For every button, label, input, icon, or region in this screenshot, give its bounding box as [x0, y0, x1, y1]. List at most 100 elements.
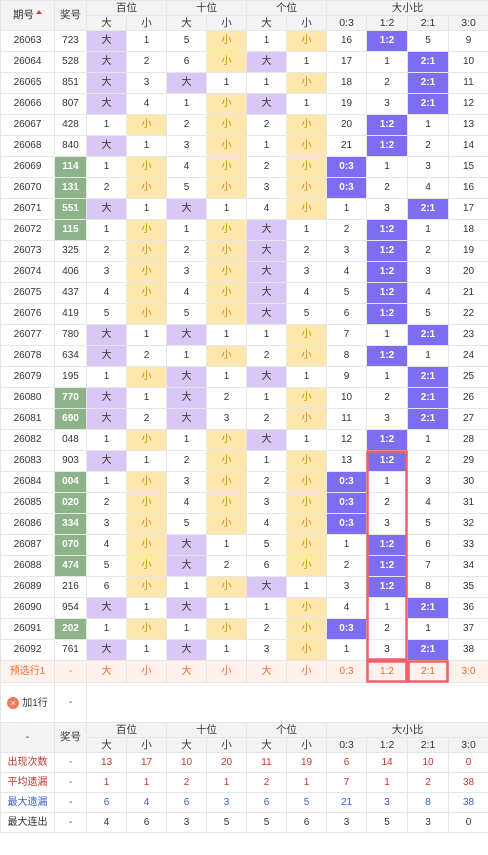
small-cell: 2 [126, 51, 167, 73]
table-row: 26085 020 2 小 4 小 3 小 0:3 2 4 31 [0, 492, 488, 514]
preselect-cell[interactable]: 小 [286, 660, 327, 683]
table-row: 26084 004 1 小 3 小 2 小 0:3 1 3 30 [0, 471, 488, 493]
issue-cell: 26073 [0, 240, 55, 262]
big-cell: 1 [166, 576, 207, 598]
sub-header-small: 小 [286, 15, 327, 31]
preselect-label: 预选行1 [0, 660, 55, 683]
stats-value: 1 [86, 772, 127, 793]
stats-hundreds-header: 百位 [86, 722, 167, 738]
big-cell: 2 [166, 450, 207, 472]
small-cell: 1 [126, 639, 167, 661]
stats-label: 出现次数 [0, 752, 55, 773]
issue-cell: 26070 [0, 177, 55, 199]
ratio-cell: 6 [326, 303, 367, 325]
table-row: 26081 690 大 2 大 3 2 小 11 3 2:1 27 [0, 408, 488, 430]
ratio-cell: 2:1 [407, 639, 449, 661]
small-cell: 小 [286, 471, 327, 493]
big-cell: 1 [166, 93, 207, 115]
ones-header: 个位 [246, 0, 327, 16]
big-cell: 5 [166, 303, 207, 325]
table-row: 26091 202 1 小 1 小 2 小 0:3 2 1 37 [0, 618, 488, 640]
big-cell: 4 [166, 282, 207, 304]
big-cell: 3 [86, 261, 127, 283]
big-cell: 2 [246, 345, 287, 367]
ratio-cell: 2 [366, 72, 408, 94]
big-cell: 大 [86, 93, 127, 115]
small-cell: 小 [206, 114, 247, 136]
big-cell: 4 [86, 534, 127, 556]
small-cell: 1 [206, 366, 247, 388]
ratio-cell: 9 [448, 30, 488, 52]
stats-ones-header: 个位 [246, 722, 327, 738]
preselect-cell[interactable]: 1:2 [366, 660, 408, 683]
prize-cell: 020 [54, 492, 87, 514]
add-row: × 加1行 - [0, 682, 488, 723]
plus-circle-icon[interactable]: × [7, 696, 20, 709]
preselect-cell[interactable]: 大 [86, 660, 127, 683]
big-cell: 大 [86, 198, 127, 220]
stats-value: 10 [407, 752, 449, 773]
big-cell: 1 [86, 618, 127, 640]
sort-up-icon[interactable] [36, 10, 42, 15]
ratio-cell: 1 [407, 345, 449, 367]
table-row: 26092 761 大 1 大 1 3 小 1 3 2:1 38 [0, 639, 488, 661]
stats-sub-ratio: 2:1 [407, 737, 449, 753]
table-row: 26076 419 5 小 5 小大 5 6 1:2 5 22 [0, 303, 488, 325]
preselect-row[interactable]: 预选行1 - 大 小 大 小 大 小 0:3 1:2 2:1 3:0 [0, 660, 488, 683]
big-cell: 大 [246, 303, 287, 325]
ratio-cell: 1:2 [366, 576, 408, 598]
ratio-header: 大小比 [326, 0, 488, 16]
issue-cell: 26082 [0, 429, 55, 451]
stats-value: 13 [86, 752, 127, 773]
preselect-cell[interactable]: 大 [246, 660, 287, 683]
big-cell: 大 [86, 408, 127, 430]
issue-cell: 26087 [0, 534, 55, 556]
big-cell: 6 [86, 576, 127, 598]
big-cell: 1 [166, 429, 207, 451]
small-cell: 小 [286, 177, 327, 199]
ratio-cell: 17 [326, 51, 367, 73]
small-cell: 小 [206, 177, 247, 199]
big-cell: 大 [246, 51, 287, 73]
preselect-dash: - [54, 660, 87, 683]
small-cell: 小 [206, 261, 247, 283]
prize-cell: 195 [54, 366, 87, 388]
stats-value: 2 [166, 772, 207, 793]
ratio-cell: 2:1 [407, 51, 449, 73]
issue-header[interactable]: 期号 [0, 0, 55, 31]
stats-value: 1 [286, 772, 327, 793]
small-cell: 5 [286, 303, 327, 325]
preselect-cell[interactable]: 小 [126, 660, 167, 683]
add-row-button[interactable]: × 加1行 [0, 682, 55, 723]
table-row: 26071 551 大 1 大 1 4 小 1 3 2:1 17 [0, 198, 488, 220]
small-cell: 小 [286, 450, 327, 472]
big-cell: 大 [86, 639, 127, 661]
ratio-cell: 2 [366, 177, 408, 199]
ratio-cell: 2 [326, 555, 367, 577]
prize-cell: 048 [54, 429, 87, 451]
small-cell: 小 [286, 72, 327, 94]
stats-value: 7 [326, 772, 367, 793]
preselect-cell[interactable]: 小 [206, 660, 247, 683]
preselect-cell[interactable]: 0:3 [326, 660, 367, 683]
table-row: 26065 851 大 3 大 1 1 小 18 2 2:1 11 [0, 72, 488, 94]
stats-sub-big: 大 [86, 737, 127, 753]
ratio-cell: 1 [407, 618, 449, 640]
stats-value: 3 [166, 812, 207, 833]
ratio-cell: 1 [366, 597, 408, 619]
small-cell: 3 [206, 408, 247, 430]
preselect-cell[interactable]: 3:0 [448, 660, 488, 683]
sub-header-big: 大 [246, 15, 287, 31]
small-cell: 小 [126, 534, 167, 556]
stats-value: 17 [126, 752, 167, 773]
ratio-cell: 2:1 [407, 387, 449, 409]
small-cell: 小 [126, 282, 167, 304]
ratio-cell: 1:2 [366, 282, 408, 304]
ratio-cell: 3 [407, 471, 449, 493]
preselect-cell[interactable]: 大 [166, 660, 207, 683]
preselect-cell[interactable]: 2:1 [407, 660, 449, 683]
small-cell: 小 [286, 555, 327, 577]
big-cell: 5 [166, 513, 207, 535]
stats-sub-big: 大 [166, 737, 207, 753]
